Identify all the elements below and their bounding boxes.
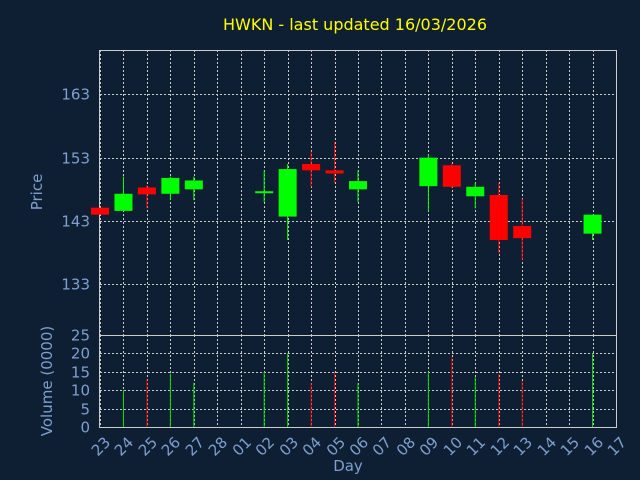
volume-tick-label: 20 <box>71 345 90 363</box>
x-tick-label: 26 <box>158 433 184 459</box>
volume-tick-label: 5 <box>80 401 90 419</box>
price-grid <box>100 50 617 335</box>
candles <box>91 141 602 261</box>
x-tick-label: 28 <box>205 433 231 459</box>
price-tick-label: 143 <box>61 213 90 231</box>
volume-tick-label: 0 <box>80 419 90 437</box>
volume-tick-label: 25 <box>71 327 90 345</box>
x-tick-label: 17 <box>604 433 630 459</box>
candle-body <box>114 193 133 211</box>
candle-body <box>466 186 485 197</box>
candle-body <box>278 169 297 217</box>
x-tick-label: 13 <box>510 433 536 459</box>
x-tick-label: 15 <box>557 433 583 459</box>
x-tick-label: 11 <box>463 433 489 459</box>
x-tick-label: 04 <box>299 433 325 459</box>
candle-body <box>513 226 532 239</box>
candle-body <box>255 191 274 194</box>
candle-body <box>419 157 438 187</box>
candle-body <box>442 165 461 187</box>
price-tick-label: 133 <box>61 276 90 294</box>
chart-title: HWKN - last updated 16/03/2026 <box>223 15 487 34</box>
price-axis-label: Price <box>28 174 46 211</box>
candle-body <box>583 214 602 234</box>
candle-body <box>184 180 203 190</box>
price-y-ticks: 133 143 153 163 <box>61 86 90 294</box>
volume-panel-frame <box>99 335 617 428</box>
candle-body <box>302 164 321 171</box>
volume-axis-label: Volume (0000) <box>38 326 56 436</box>
volume-tick-label: 10 <box>71 382 90 400</box>
x-tick-label: 07 <box>369 433 395 459</box>
candle-body <box>91 207 109 215</box>
candle-body <box>325 170 344 174</box>
x-ticks: 2324252627280102030405060708091011121314… <box>88 433 630 459</box>
x-tick-label: 02 <box>252 433 278 459</box>
x-axis-label: Day <box>333 457 363 475</box>
candle-body <box>161 177 180 194</box>
volume-tick-label: 15 <box>71 364 90 382</box>
price-tick-label: 153 <box>61 150 90 168</box>
candle-body <box>349 181 367 190</box>
candle-body <box>489 195 508 240</box>
x-tick-label: 09 <box>416 433 442 459</box>
price-tick-label: 163 <box>61 86 90 104</box>
volume-bars <box>122 353 594 427</box>
candle-body <box>137 187 156 195</box>
x-tick-label: 24 <box>111 433 137 459</box>
